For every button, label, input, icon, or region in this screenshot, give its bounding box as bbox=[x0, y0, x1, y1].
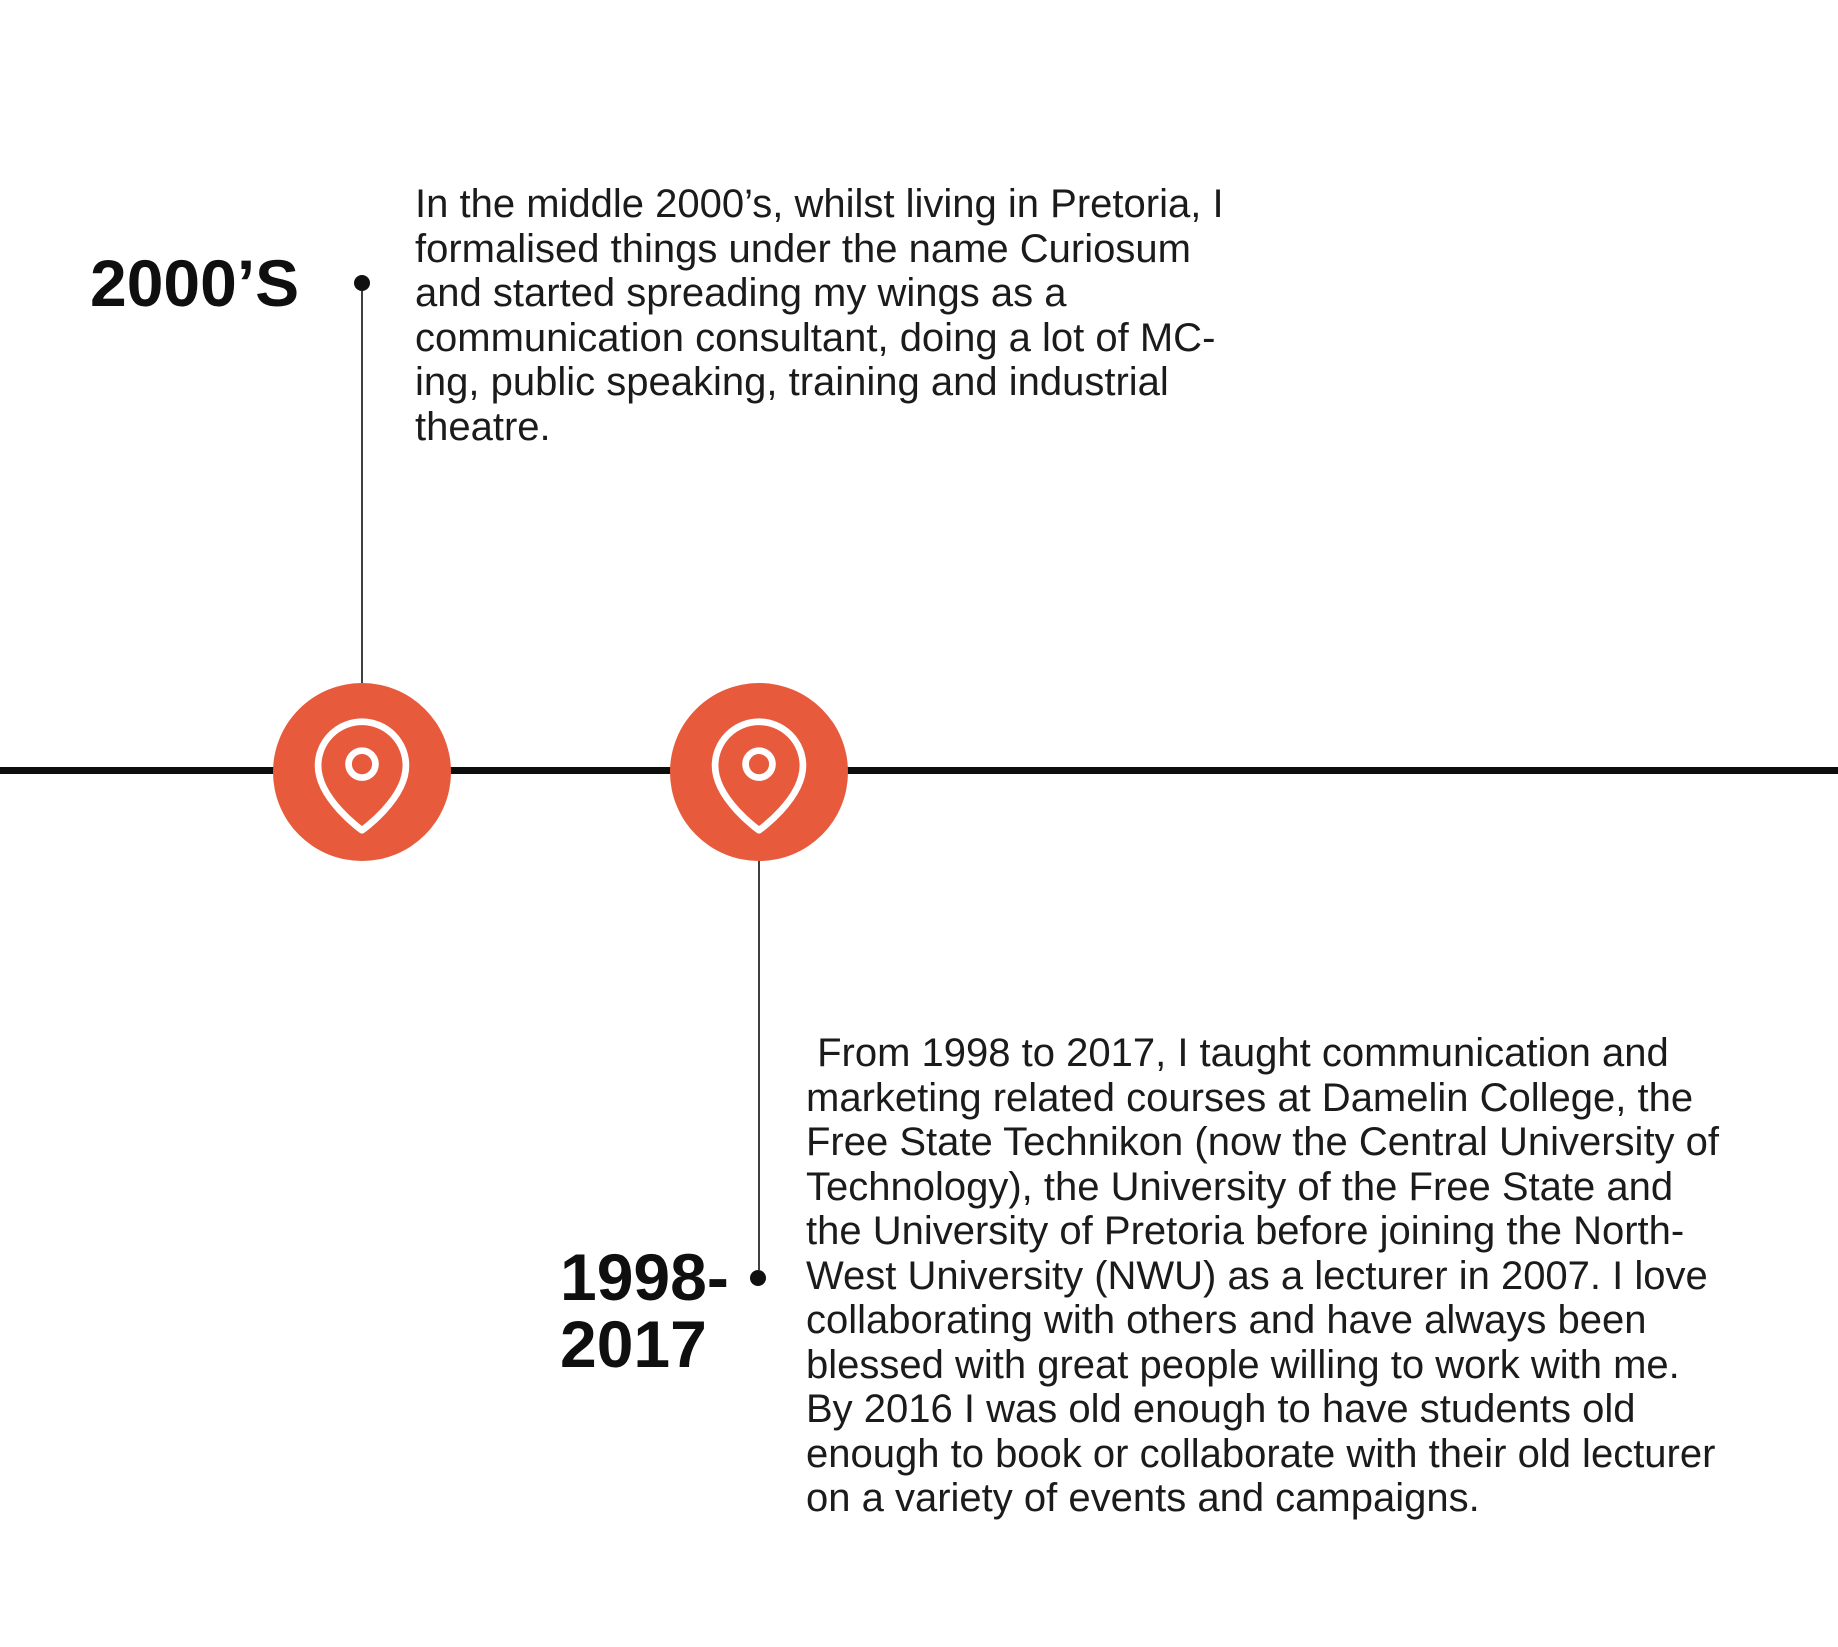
map-pin-icon bbox=[711, 718, 807, 834]
event-connector-line bbox=[758, 861, 760, 1270]
text-line: marketing related courses at Damelin Col… bbox=[806, 1075, 1694, 1120]
text-line: ing, public speaking, training and indus… bbox=[415, 360, 1169, 404]
event-dot bbox=[354, 275, 370, 291]
text-line: 2000’S bbox=[90, 246, 300, 320]
text-line: In the middle 2000’s, whilst living in P… bbox=[415, 182, 1224, 226]
text-line: the University of Pretoria before joinin… bbox=[806, 1209, 1685, 1253]
text-line: From 1998 to 2017, I taught communicatio… bbox=[806, 1031, 1669, 1075]
event-dot bbox=[750, 1270, 766, 1286]
text-line: formalised things under the name Curiosu… bbox=[415, 226, 1191, 271]
text-line: 2017 bbox=[560, 1307, 707, 1381]
text-line: enough to book or collaborate with their… bbox=[806, 1431, 1716, 1476]
event-description: From 1998 to 2017, I taught communicatio… bbox=[806, 1031, 1720, 1521]
event-connector-line bbox=[361, 291, 363, 683]
text-line: blessed with great people willing to wor… bbox=[806, 1342, 1680, 1387]
event-description: In the middle 2000’s, whilst living in P… bbox=[415, 182, 1245, 449]
event-marker-circle bbox=[670, 683, 848, 861]
timeline-axis bbox=[0, 767, 1838, 774]
text-line: West University (NWU) as a lecturer in 2… bbox=[806, 1253, 1708, 1298]
text-line: theatre. bbox=[415, 404, 551, 449]
text-line: on a variety of events and campaigns. bbox=[806, 1476, 1480, 1520]
text-line: Free State Technikon (now the Central Un… bbox=[806, 1120, 1720, 1164]
text-line: collaborating with others and have alway… bbox=[806, 1298, 1647, 1342]
text-line: 1998- bbox=[560, 1240, 729, 1314]
map-pin-icon bbox=[314, 718, 410, 834]
event-year-label: 2000’S bbox=[90, 250, 299, 317]
text-line: Technology), the University of the Free … bbox=[806, 1164, 1674, 1209]
event-year-label: 1998- 2017 bbox=[560, 1244, 729, 1378]
event-marker-circle bbox=[273, 683, 451, 861]
text-line: By 2016 I was old enough to have student… bbox=[806, 1387, 1636, 1431]
text-line: and started spreading my wings as a bbox=[415, 271, 1067, 315]
text-line: communication consultant, doing a lot of… bbox=[415, 315, 1216, 360]
